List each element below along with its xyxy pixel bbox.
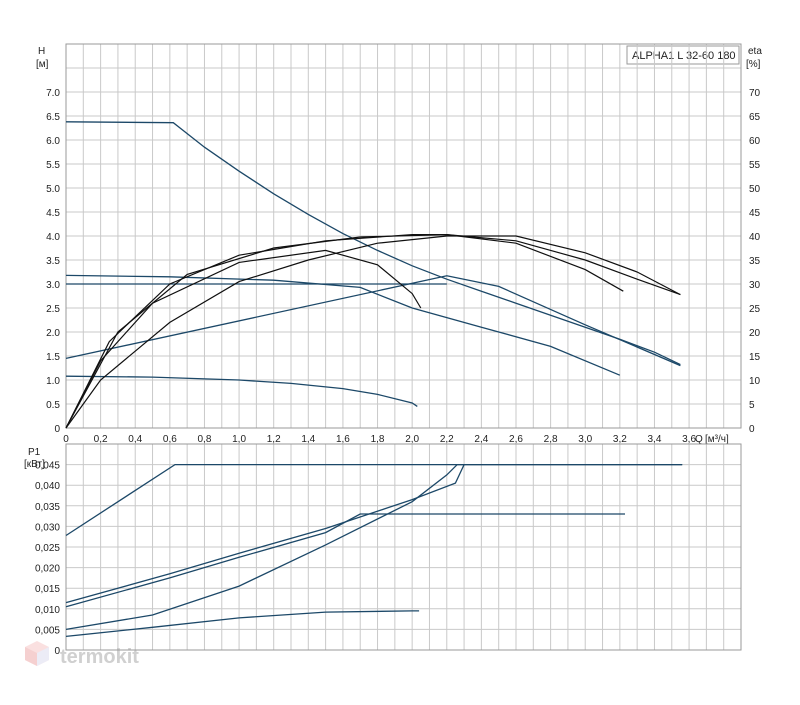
head-tick-label: 3.5 (46, 256, 60, 267)
watermark-text: termokit (60, 646, 139, 668)
eta-tick-label: 0 (749, 424, 755, 435)
head-tick-label: 6.0 (46, 136, 60, 147)
x-tick-label: 3,6 (682, 434, 696, 445)
eta-tick-label: 60 (749, 136, 761, 147)
eta-tick-label: 35 (749, 256, 761, 267)
eta-tick-label: 65 (749, 112, 761, 123)
head-curve (65, 121, 681, 366)
x-tick-label: 1,8 (371, 434, 385, 445)
eta-axis-label: eta (748, 46, 762, 57)
eta-tick-label: 20 (749, 328, 761, 339)
head-tick-label: 5.5 (46, 160, 60, 171)
eta-tick-label: 25 (749, 304, 761, 315)
power-tick-label: 0 (54, 646, 60, 657)
x-tick-label: 2,0 (405, 434, 419, 445)
x-tick-label: 3,4 (648, 434, 662, 445)
power-tick-label: 0,010 (35, 605, 60, 616)
eta-tick-label: 55 (749, 160, 761, 171)
power-tick-label: 0,005 (35, 625, 60, 636)
power-curve (65, 463, 683, 537)
efficiency-curve (65, 233, 624, 429)
flow-axis-label: Q (695, 434, 703, 445)
power-curve (65, 463, 683, 631)
power-tick-label: 0,020 (35, 564, 60, 575)
x-tick-label: 0,2 (94, 434, 108, 445)
power-curve (65, 610, 420, 638)
head-curve (65, 375, 418, 407)
head-tick-label: 2.5 (46, 304, 60, 315)
power-curve (65, 464, 465, 604)
head-tick-label: 6.5 (46, 112, 60, 123)
head-tick-label: 3.0 (46, 280, 60, 291)
efficiency-curve (65, 234, 681, 429)
power-tick-label: 0,030 (35, 522, 60, 533)
head-axis-unit: [м] (36, 59, 49, 70)
x-tick-label: 0,8 (198, 434, 212, 445)
x-tick-label: 0,4 (128, 434, 142, 445)
head-tick-label: 0.5 (46, 400, 60, 411)
x-tick-label: 1,2 (267, 434, 281, 445)
head-tick-label: 5.0 (46, 184, 60, 195)
x-tick-label: 0,6 (163, 434, 177, 445)
efficiency-curve (65, 235, 681, 429)
power-axis-label: P1 (28, 447, 41, 458)
x-tick-label: 3,2 (613, 434, 627, 445)
cube-logo-icon (25, 641, 49, 666)
x-tick-label: 3,0 (578, 434, 592, 445)
x-tick-label: 1,4 (301, 434, 315, 445)
power-tick-label: 0,040 (35, 481, 60, 492)
power-tick-label: 0,025 (35, 543, 60, 554)
model-label: ALPHA1 L 32-60 180 (632, 50, 736, 62)
model-label-box (626, 45, 740, 65)
x-tick-label: 2,6 (509, 434, 523, 445)
eta-axis-unit: [%] (746, 59, 761, 70)
x-tick-label: 1,6 (336, 434, 350, 445)
eta-tick-label: 5 (749, 400, 755, 411)
eta-tick-label: 15 (749, 352, 761, 363)
head-tick-label: 2.0 (46, 328, 60, 339)
power-tick-label: 0,045 (35, 461, 60, 472)
x-tick-label: 2,2 (440, 434, 454, 445)
eta-tick-label: 70 (749, 88, 761, 99)
eta-tick-label: 30 (749, 280, 761, 291)
x-tick-label: 0 (63, 434, 69, 445)
head-plot-frame (65, 43, 742, 429)
head-curve (65, 275, 681, 367)
eta-tick-label: 10 (749, 376, 761, 387)
power-curve (65, 513, 625, 608)
efficiency-curve (65, 249, 422, 429)
eta-tick-label: 50 (749, 184, 761, 195)
power-plot-frame (65, 443, 742, 651)
power-axis-unit: [кВт] (24, 459, 45, 470)
x-tick-label: 1,0 (232, 434, 246, 445)
head-tick-label: 7.0 (46, 88, 60, 99)
x-tick-label: 2,8 (544, 434, 558, 445)
eta-tick-label: 40 (749, 232, 761, 243)
head-tick-label: 4.5 (46, 208, 60, 219)
head-tick-label: 1.0 (46, 376, 60, 387)
power-tick-label: 0,035 (35, 502, 60, 513)
power-tick-label: 0,015 (35, 584, 60, 595)
eta-tick-label: 45 (749, 208, 761, 219)
head-tick-label: 4.0 (46, 232, 60, 243)
head-tick-label: 1.5 (46, 352, 60, 363)
x-tick-label: 2,4 (474, 434, 488, 445)
head-axis-label: H (38, 46, 45, 57)
head-tick-label: 0 (54, 424, 60, 435)
flow-axis-unit: [м³/ч] (705, 434, 729, 445)
